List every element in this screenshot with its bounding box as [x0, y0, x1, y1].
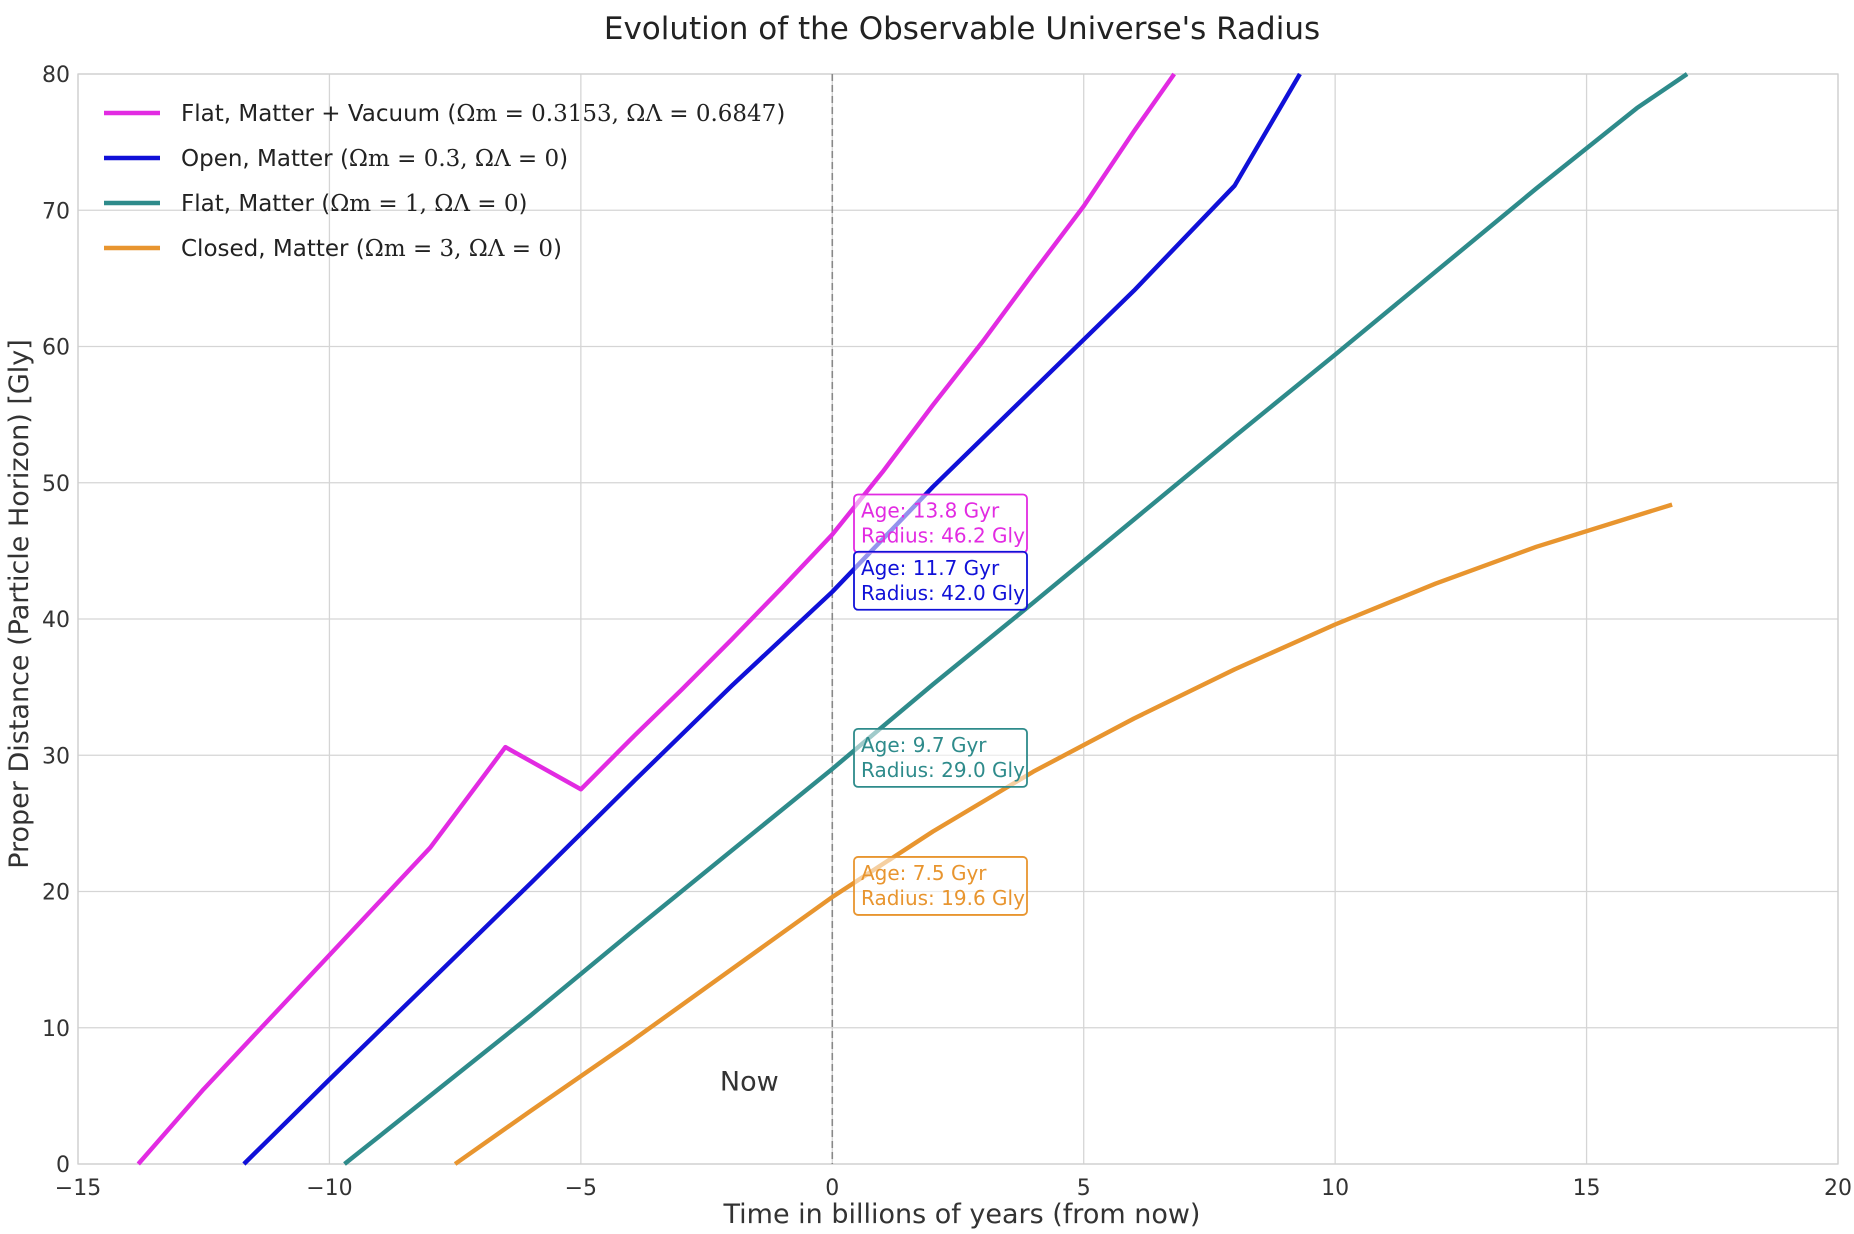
annotation-radius: Radius: 19.6 Gly: [861, 886, 1025, 910]
series-line-3: [343, 72, 1689, 1166]
x-tick-label: 20: [1824, 1176, 1852, 1201]
legend-label-2: Open, Matter (Ωm = 0.3, ΩΛ = 0): [181, 146, 568, 172]
series-line-4: [453, 502, 1673, 1166]
annotation-age: Age: 7.5 Gyr: [861, 861, 987, 885]
y-tick-label: 20: [42, 881, 70, 906]
x-tick-label: −10: [306, 1176, 352, 1201]
y-tick-label: 80: [42, 63, 70, 88]
series-line-2: [242, 72, 1302, 1166]
y-tick-label: 70: [42, 199, 70, 224]
legend-label-3: Flat, Matter (Ωm = 1, ΩΛ = 0): [181, 191, 527, 217]
annotation-age: Age: 9.7 Gyr: [861, 733, 987, 757]
y-axis-ticks: 0 10 20 30 40 50 60 70 80: [42, 63, 70, 1178]
y-tick-label: 40: [42, 608, 70, 633]
x-tick-label: 0: [825, 1176, 839, 1201]
annotation-age: Age: 13.8 Gyr: [861, 499, 1000, 523]
annotation-radius: Radius: 46.2 Gly: [861, 524, 1025, 548]
series-lines: [136, 72, 1689, 1166]
y-tick-label: 30: [42, 744, 70, 769]
x-axis-label: Time in billions of years (from now): [723, 1199, 1201, 1230]
annotation-frame: [853, 727, 1028, 788]
chart-title: Evolution of the Observable Universe's R…: [604, 11, 1320, 47]
x-tick-label: −5: [565, 1176, 597, 1201]
annotation-radius: Radius: 42.0 Gly: [861, 581, 1025, 605]
x-tick-label: 5: [1077, 1176, 1091, 1201]
annotation-frame: [853, 856, 1028, 916]
annotation-age: Age: 11.7 Gyr: [861, 556, 1000, 580]
y-axis-label: Proper Distance (Particle Horizon) [Gly]: [4, 339, 35, 869]
y-tick-label: 10: [42, 1017, 70, 1042]
legend: Flat, Matter + Vacuum (Ωm = 0.3153, ΩΛ =…: [104, 101, 785, 262]
plot-border: [77, 73, 1839, 1165]
annotation-radius: Radius: 29.0 Gly: [861, 758, 1025, 782]
x-tick-label: −15: [55, 1176, 101, 1201]
y-tick-label: 0: [56, 1153, 70, 1178]
legend-label-1: Flat, Matter + Vacuum (Ωm = 0.3153, ΩΛ =…: [181, 101, 785, 127]
y-tick-label: 60: [42, 336, 70, 361]
y-tick-label: 50: [42, 472, 70, 497]
x-tick-label: 15: [1573, 1176, 1601, 1201]
annotation-frame: [853, 550, 1028, 611]
now-marker: Now: [720, 74, 834, 1164]
legend-label-4: Closed, Matter (Ωm = 3, ΩΛ = 0): [181, 236, 562, 262]
series-line-1: [136, 72, 1176, 1166]
x-tick-label: 10: [1321, 1176, 1349, 1201]
now-label: Now: [720, 1066, 779, 1097]
x-axis-ticks: −15 −10 −5 0 5 10 15 20: [55, 1176, 1852, 1201]
plot-frame: [77, 73, 1839, 1165]
